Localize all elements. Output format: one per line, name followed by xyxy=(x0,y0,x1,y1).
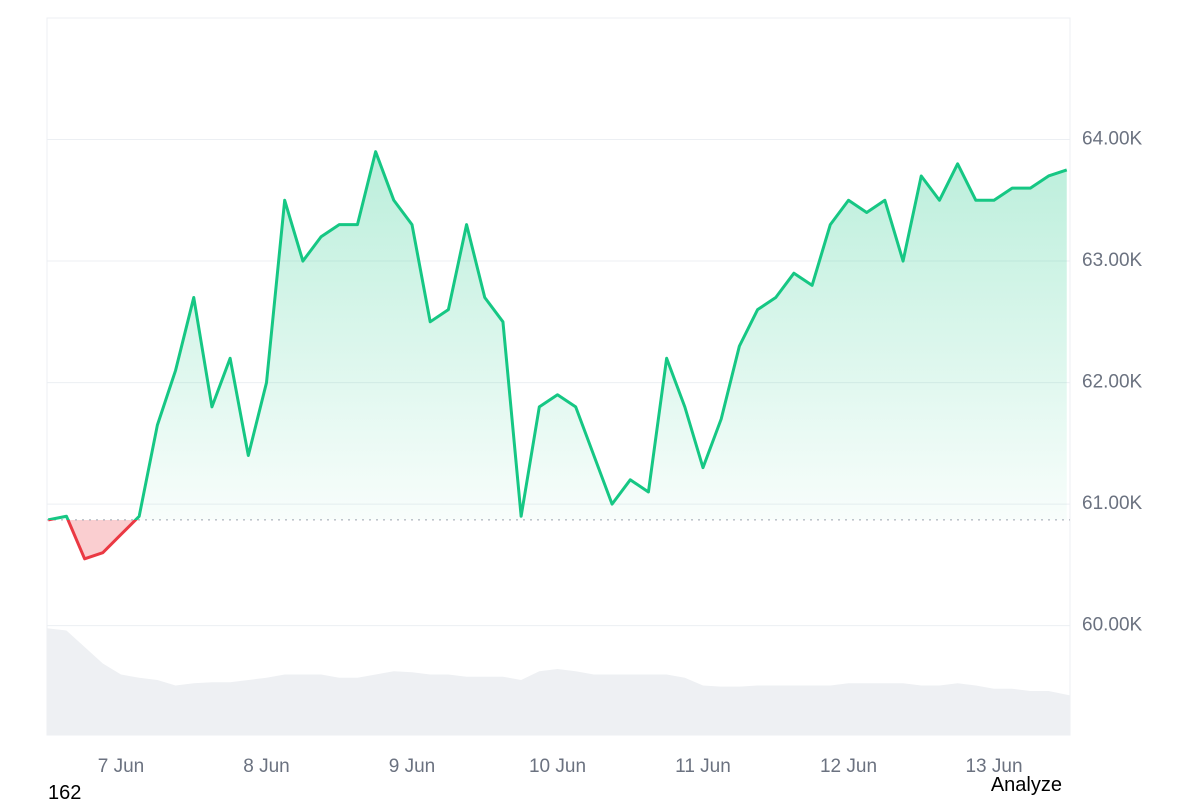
y-tick-label: 62.00K xyxy=(1082,372,1143,393)
price-area xyxy=(48,151,1067,559)
x-tick-label: 8 Jun xyxy=(243,756,289,777)
price-line xyxy=(47,150,1068,561)
volume-area xyxy=(47,628,1070,735)
x-tick-label: 9 Jun xyxy=(389,756,435,777)
x-tick-label: 11 Jun xyxy=(675,756,731,777)
y-tick-label: 60.00K xyxy=(1082,615,1143,636)
analyze-button[interactable]: Analyze xyxy=(990,774,1062,796)
y-tick-label: 64.00K xyxy=(1082,129,1143,150)
x-tick-label: 12 Jun xyxy=(820,756,877,777)
y-tick-label: 61.00K xyxy=(1082,493,1143,514)
x-tick-label: 7 Jun xyxy=(98,756,144,777)
y-tick-label: 63.00K xyxy=(1082,250,1143,271)
x-tick-label: 13 Jun xyxy=(965,756,1022,777)
x-tick-label: 10 Jun xyxy=(529,756,586,777)
page-number: 162 xyxy=(48,782,82,800)
